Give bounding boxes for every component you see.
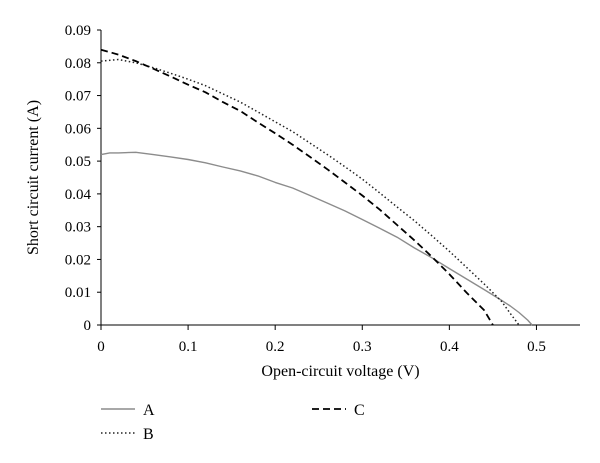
y-axis-title: Short circuit current (A) xyxy=(25,100,42,255)
axes: 0 0.01 0.02 0.03 0.04 0.05 0.06 0.07 0.08 0.09 0 0.… xyxy=(65,23,580,355)
x-tick-label: 0.1 xyxy=(179,339,198,355)
y-tick-label: 0 xyxy=(84,318,92,334)
legend-label-c: C xyxy=(354,402,365,419)
y-tick-label: 0.03 xyxy=(65,220,91,236)
x-tick-label: 0.3 xyxy=(353,339,372,355)
series-line-b xyxy=(100,58,520,326)
x-tick-label: 0.4 xyxy=(440,339,459,355)
x-tick-label: 0 xyxy=(97,339,105,355)
y-tick-label: 0.04 xyxy=(65,187,92,203)
y-tick-label: 0.02 xyxy=(65,252,91,268)
y-tick-label: 0.09 xyxy=(65,23,91,39)
series-line-a xyxy=(100,151,533,326)
y-tick-label: 0.01 xyxy=(65,285,91,301)
x-tick-label: 0.5 xyxy=(527,339,546,355)
legend-label-a: A xyxy=(143,402,155,419)
y-tick-label: 0.05 xyxy=(65,154,91,170)
legend: AB C xyxy=(101,402,365,443)
x-axis-title: Open-circuit voltage (V) xyxy=(261,363,419,380)
y-tick-label: 0.07 xyxy=(65,89,92,105)
legend-label-b: B xyxy=(143,426,154,443)
series-layer xyxy=(100,48,533,326)
y-tick-label: 0.06 xyxy=(65,121,92,137)
x-tick-label: 0.2 xyxy=(266,339,285,355)
y-tick-label: 0.08 xyxy=(65,56,91,72)
series-line-c xyxy=(100,48,494,326)
